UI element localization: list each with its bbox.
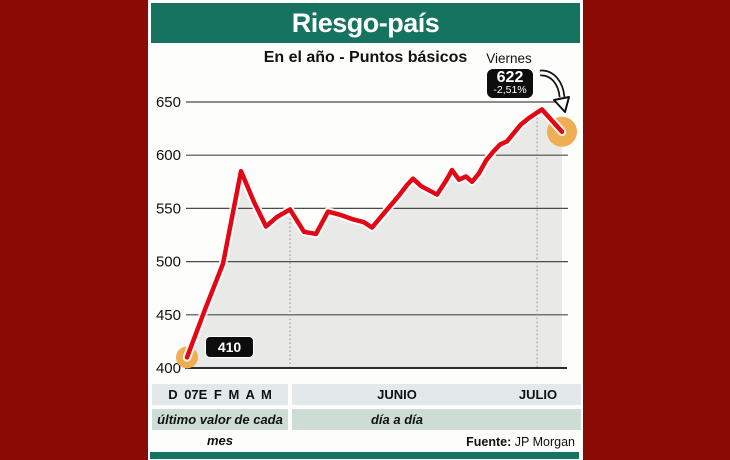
y-tick-label: 650: [156, 94, 181, 111]
y-tick-label: 500: [156, 254, 181, 271]
month-axis-band: D 07E F M A M: [152, 384, 288, 405]
source-name: JP Morgan: [514, 435, 575, 449]
last-value-callout: 622 -2,51%: [486, 68, 534, 99]
monthly-note-band: último valor de cada mes: [152, 409, 288, 448]
start-value-badge: 410: [205, 336, 254, 358]
julio-label: JULIO: [518, 387, 558, 402]
area-fill: [187, 109, 562, 368]
chart-panel: Riesgo-país En el año - Puntos básicos V…: [148, 0, 583, 460]
chart-subtitle: En el año - Puntos básicos: [263, 49, 468, 66]
weekday-label: Viernes: [486, 51, 532, 66]
y-tick-label: 550: [156, 200, 181, 217]
page-title: Riesgo-país: [291, 8, 440, 38]
risk-line-chart: 400 450 500 550 600 650: [156, 69, 577, 377]
daily-note-band: día a día: [292, 409, 581, 430]
last-value: 622: [496, 69, 524, 86]
page-title-bar: Riesgo-país: [151, 3, 580, 43]
daily-axis-band: JUNIO JULIO: [292, 384, 581, 405]
risk-line: [184, 107, 565, 360]
y-tick-label: 600: [156, 147, 181, 164]
callout-arrowhead-icon: [553, 96, 570, 113]
y-tick-label: 400: [156, 360, 181, 377]
bottom-accent-bar: [150, 452, 579, 459]
source-line: Fuente: JP Morgan: [466, 435, 575, 449]
last-change-percent: -2,51%: [493, 84, 527, 96]
source-label: Fuente:: [466, 435, 512, 449]
callout-arrow: [539, 71, 564, 98]
junio-label: JUNIO: [377, 387, 417, 402]
daily-note: día a día: [370, 412, 424, 427]
y-tick-label: 450: [156, 307, 181, 324]
